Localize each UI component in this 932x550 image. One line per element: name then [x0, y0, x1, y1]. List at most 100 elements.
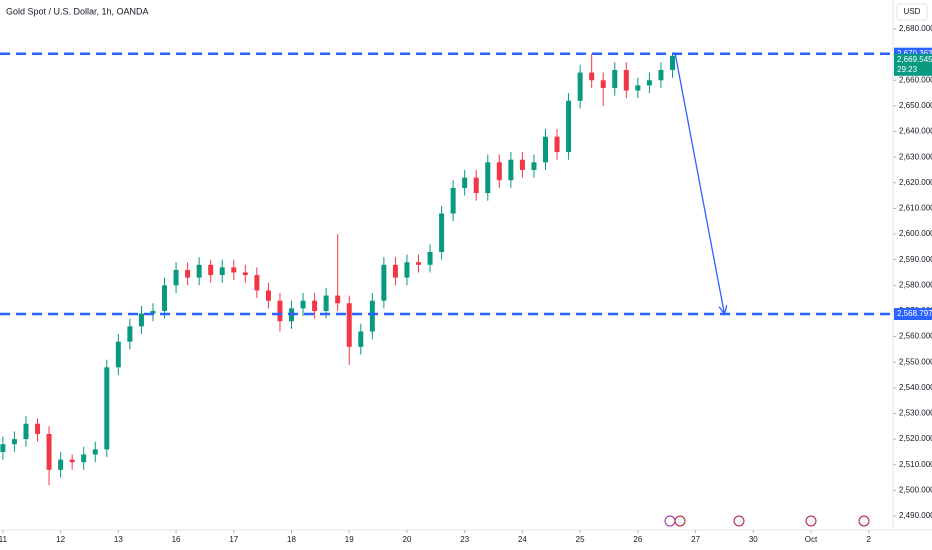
candle-body	[231, 267, 237, 273]
y-tick-label: 2,640.000	[899, 127, 932, 136]
candle-body	[427, 251, 433, 265]
y-tick-label: 2,580.000	[899, 280, 932, 289]
candle-body	[566, 100, 572, 153]
candle-body	[92, 449, 98, 455]
currency-box[interactable]	[896, 3, 928, 21]
y-tick-label: 2,550.000	[899, 357, 932, 366]
candle-body	[104, 367, 110, 450]
y-tick-label: 2,500.000	[899, 485, 932, 494]
candle-body	[542, 136, 548, 163]
candle-body	[265, 290, 271, 301]
candle-body	[635, 85, 641, 91]
level-label-box	[894, 308, 932, 321]
event-icon[interactable]	[733, 515, 745, 527]
candle-body	[208, 264, 214, 276]
candle-body	[439, 213, 445, 252]
candle-body	[519, 159, 525, 170]
x-tick-label: 27	[691, 535, 700, 544]
candle-body	[600, 80, 606, 88]
candle-body	[473, 177, 479, 194]
candle-body	[127, 326, 133, 342]
x-tick-label: 26	[633, 535, 642, 544]
x-tick-label: 30	[749, 535, 758, 544]
x-tick-label: 17	[229, 535, 238, 544]
candle-body	[196, 264, 202, 278]
event-icon[interactable]	[664, 515, 676, 527]
level-label: 2,568.797	[897, 309, 932, 318]
y-tick-label: 2,620.000	[899, 178, 932, 187]
candle-body	[138, 313, 144, 327]
candle-body	[404, 262, 410, 278]
x-tick-label: 24	[518, 535, 527, 544]
candle-body	[369, 300, 375, 332]
candle-body	[23, 423, 29, 440]
y-tick-label: 2,490.000	[899, 511, 932, 520]
candle-body	[462, 177, 468, 188]
candle-body	[35, 423, 41, 434]
candle-body	[577, 72, 583, 101]
y-tick-label: 2,610.000	[899, 204, 932, 213]
arrow-head	[718, 305, 728, 316]
candle-body	[346, 303, 352, 347]
candle-body	[450, 187, 456, 214]
candle-body	[416, 262, 422, 265]
candle-body	[496, 162, 502, 181]
candle-body	[11, 439, 17, 445]
x-tick-label: 18	[287, 535, 296, 544]
candle-body	[219, 267, 225, 276]
candle-body	[508, 159, 514, 181]
x-tick-label: 2	[867, 535, 872, 544]
candle-body	[277, 300, 283, 322]
candle-body	[46, 433, 52, 470]
y-tick-label: 2,660.000	[899, 75, 932, 84]
x-tick-label: Oct	[805, 535, 818, 544]
level-label: 2,670.363	[897, 49, 932, 58]
candle-body	[669, 55, 675, 71]
x-tick-label: 20	[403, 535, 412, 544]
y-tick-label: 2,540.000	[899, 383, 932, 392]
candle-body	[658, 70, 664, 81]
candle-body	[485, 162, 491, 194]
candle-body	[150, 310, 156, 314]
candle-body	[300, 300, 306, 309]
event-icon[interactable]	[858, 515, 870, 527]
x-tick-label: 12	[56, 535, 65, 544]
candle-body	[323, 295, 329, 311]
candle-body	[115, 341, 121, 368]
candle-body	[646, 80, 652, 86]
candle-body	[381, 264, 387, 301]
currency[interactable]: USD	[904, 7, 921, 16]
candle-body	[0, 444, 6, 452]
y-tick-label: 2,650.000	[899, 101, 932, 110]
candle-body	[81, 454, 87, 463]
event-icon[interactable]	[805, 515, 817, 527]
y-tick-label: 2,600.000	[899, 229, 932, 238]
y-tick-label: 2,560.000	[899, 332, 932, 341]
y-tick-label: 2,680.000	[899, 24, 932, 33]
y-tick-label: 2,530.000	[899, 409, 932, 418]
candle-body	[531, 162, 537, 170]
candle-body	[589, 72, 595, 81]
event-icon[interactable]	[674, 515, 686, 527]
y-tick-label: 2,510.000	[899, 460, 932, 469]
candle-body	[312, 300, 318, 311]
x-tick-label: 23	[460, 535, 469, 544]
event-icons[interactable]	[664, 515, 870, 527]
candle-body	[242, 272, 248, 276]
x-tick-label: 13	[114, 535, 123, 544]
x-tick-label: 16	[172, 535, 181, 544]
candle-body	[612, 70, 618, 88]
last-price-label: 2,669.545	[897, 55, 932, 64]
x-tick-label: 19	[345, 535, 354, 544]
x-tick-label: 25	[576, 535, 585, 544]
candle-body	[554, 136, 560, 153]
y-tick-label: 2,590.000	[899, 255, 932, 264]
candle-body	[335, 295, 341, 304]
candle-body	[392, 264, 398, 278]
candle-body	[254, 275, 260, 291]
candle-body	[185, 269, 191, 278]
candle-body	[358, 331, 364, 347]
y-tick-label: 2,520.000	[899, 434, 932, 443]
candle-body	[69, 459, 75, 463]
